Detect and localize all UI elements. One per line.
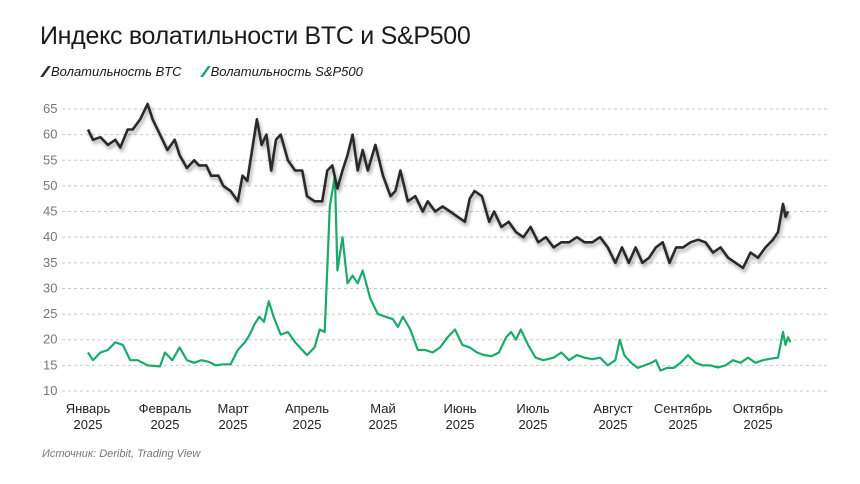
y-tick-label: 50 [43,178,57,193]
x-tick-label: Июль [516,401,549,416]
x-tick-label: Февраль [139,401,192,416]
y-tick-label: 55 [43,152,57,167]
y-tick-label: 10 [43,383,57,398]
x-tick-label: Март [217,401,248,416]
y-tick-label: 40 [43,229,57,244]
x-tick-year: 2025 [369,417,398,432]
x-tick-label: Январь [66,401,111,416]
x-tick-label: Июнь [443,401,476,416]
x-tick-year: 2025 [519,417,548,432]
y-tick-label: 25 [43,306,57,321]
x-tick-year: 2025 [446,417,475,432]
x-tick-label: Сентябрь [654,401,712,416]
legend-item-btc: Волатильность BTC [40,64,182,79]
legend: Волатильность BTC Волатильность S&P500 [40,64,363,79]
x-tick-label: Август [593,401,632,416]
legend-item-spx: Волатильность S&P500 [199,64,363,79]
y-tick-label: 35 [43,255,57,270]
series-line-spx [87,174,792,372]
y-tick-label: 30 [43,280,57,295]
source-note: Источник: Deribit, Trading View [42,448,201,460]
y-tick-label: 45 [43,204,57,219]
x-tick-year: 2025 [669,417,698,432]
chart-title: Индекс волатильности BTC и S&P500 [40,22,471,50]
series-line-btc [86,102,790,270]
x-tick-year: 2025 [74,417,103,432]
x-tick-year: 2025 [599,417,628,432]
x-tick-year: 2025 [219,417,248,432]
legend-label-btc: Волатильность BTC [51,64,182,79]
x-tick-year: 2025 [744,417,773,432]
y-tick-label: 20 [43,332,57,347]
x-tick-year: 2025 [293,417,322,432]
y-tick-label: 15 [43,357,57,372]
x-tick-label: Апрель [285,401,329,416]
x-tick-label: Май [370,401,395,416]
y-tick-label: 65 [43,101,57,116]
x-tick-year: 2025 [151,417,180,432]
legend-label-spx: Волатильность S&P500 [210,64,363,79]
x-tick-label: Октябрь [733,401,784,416]
y-tick-label: 60 [43,127,57,142]
